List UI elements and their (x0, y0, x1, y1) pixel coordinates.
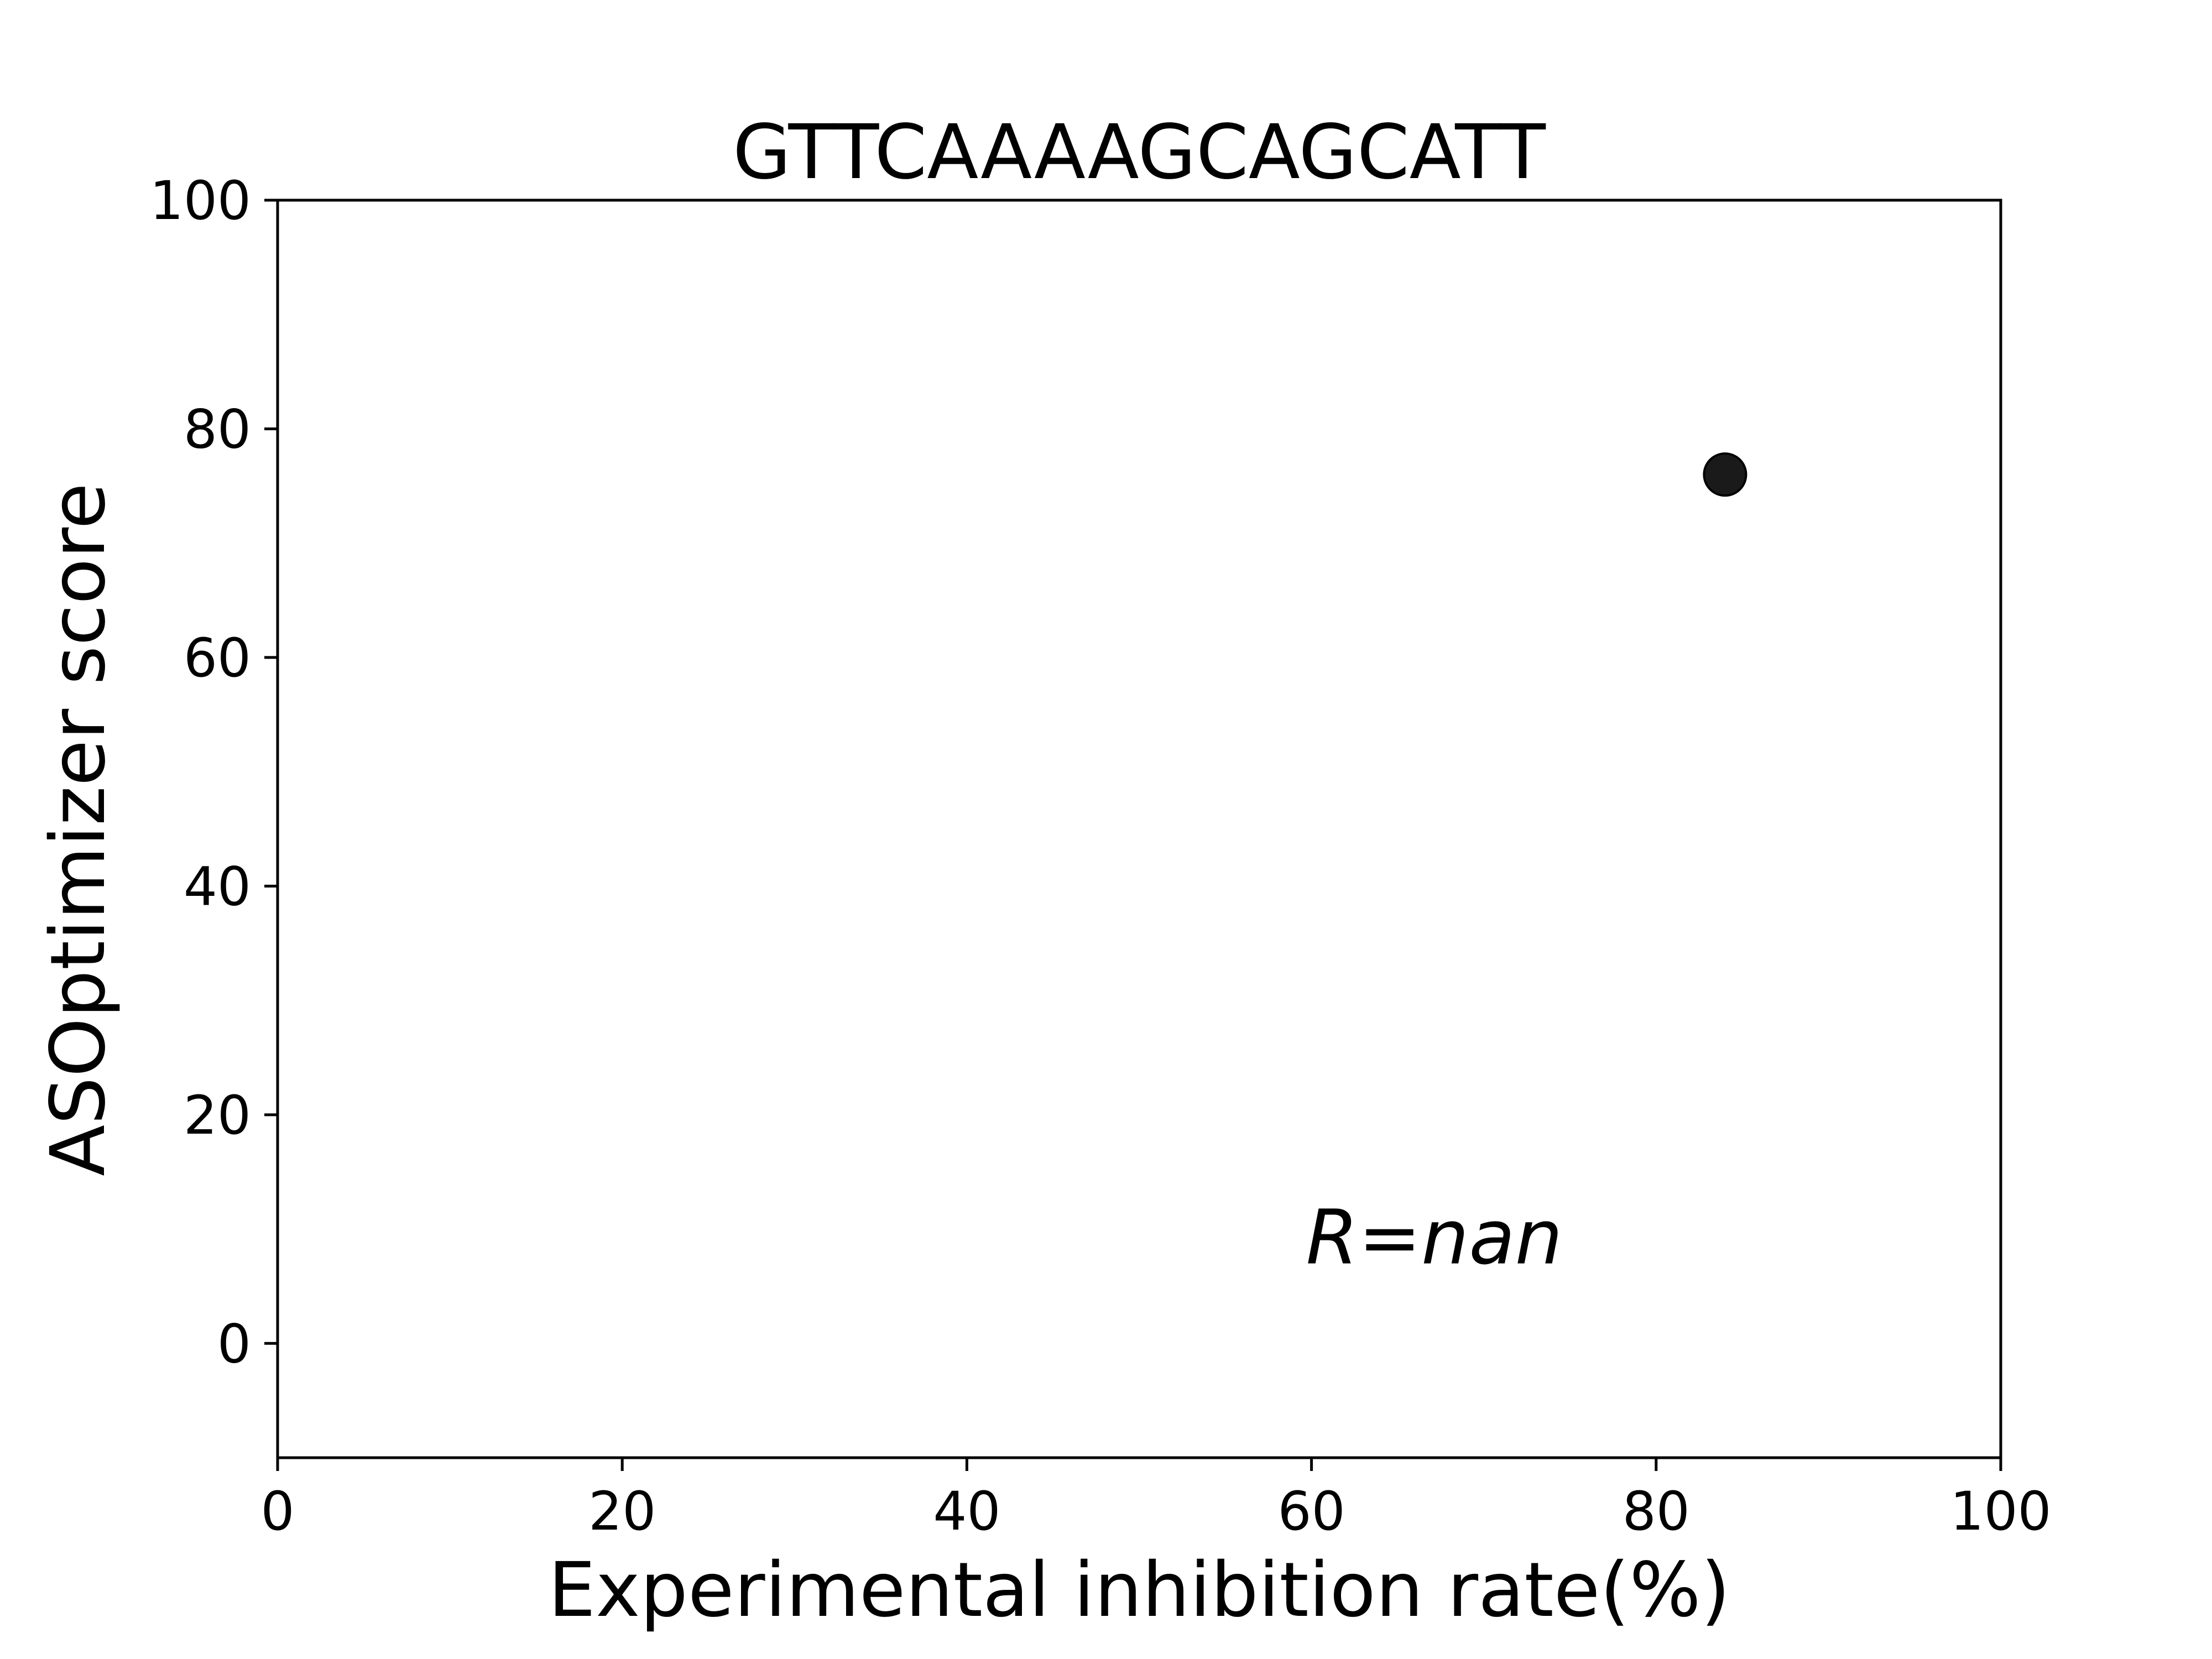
chart-title: GTTCAAAAGCAGCATT (733, 109, 1546, 196)
x-tick-label: 100 (1950, 1480, 2051, 1542)
y-tick-label: 80 (184, 398, 251, 460)
y-axis-ticks: 0 20 40 60 80 100 (150, 170, 278, 1375)
correlation-annotation: R=nan (1306, 1194, 1563, 1282)
y-tick-label: 60 (184, 627, 251, 689)
y-tick-label: 0 (217, 1313, 251, 1375)
x-tick-label: 40 (933, 1480, 1000, 1542)
x-tick-label: 20 (588, 1480, 656, 1542)
y-tick-label: 100 (150, 170, 251, 232)
x-tick-label: 60 (1278, 1480, 1345, 1542)
y-axis-title: ASOptimizer score (35, 483, 122, 1176)
y-tick-label: 40 (184, 855, 251, 917)
y-tick-label: 20 (184, 1084, 251, 1146)
x-axis-ticks: 0 20 40 60 80 100 (260, 1458, 2052, 1542)
data-points (1703, 452, 1747, 497)
data-point (1703, 452, 1747, 497)
x-tick-label: 0 (260, 1480, 294, 1542)
x-tick-label: 80 (1623, 1480, 1690, 1542)
x-axis-title: Experimental inhibition rate(%) (548, 1547, 1730, 1634)
plot-frame (276, 199, 2002, 1459)
